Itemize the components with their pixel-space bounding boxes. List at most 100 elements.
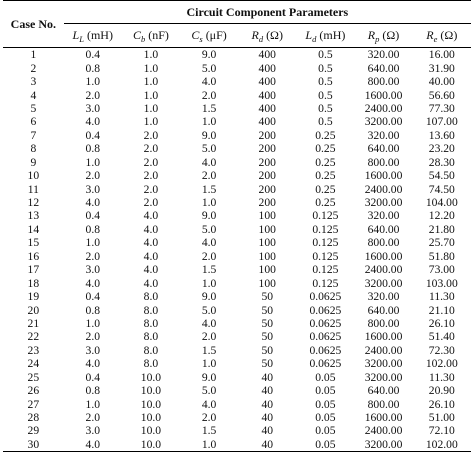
- table-cell: 40: [261, 370, 274, 384]
- table-cell: 9.0: [201, 48, 217, 62]
- table-row: 15 1.0 4.0 4.0 100 0.125 800.00 25.70: [3, 236, 471, 249]
- table-cell: 72.30: [428, 343, 455, 357]
- table-cell: 0.125: [312, 222, 339, 236]
- table-cell: 4.0: [143, 236, 159, 250]
- table-row: 25 0.4 10.0 9.0 40 0.05 3200.00 11.30: [3, 371, 471, 384]
- table-cell: 0.05: [296, 437, 355, 453]
- table-cell: 2400.00: [364, 343, 403, 357]
- table-cell: 100: [258, 249, 276, 263]
- table-cell: 0.0625: [309, 357, 342, 371]
- table-cell: 5.0: [201, 142, 217, 156]
- table-cell: 1.0: [201, 196, 217, 210]
- table-cell: 800.00: [367, 236, 400, 250]
- table-cell: 2.0: [143, 142, 159, 156]
- table-cell: 54.50: [428, 169, 455, 183]
- table-cell: 4.0: [85, 115, 101, 129]
- table-cell: 200: [258, 128, 276, 142]
- table-cell: 4.0: [85, 357, 101, 371]
- table-cell: 1.0: [143, 75, 159, 89]
- table-cell: 103.00: [425, 276, 458, 290]
- table-cell: 1.0: [201, 276, 217, 290]
- table-cell: 4.0: [143, 276, 159, 290]
- table-cell: 3200.00: [364, 370, 403, 384]
- table-cell: 1.0: [143, 115, 159, 129]
- table-row: 27 1.0 10.0 4.0 40 0.05 800.00 26.10: [3, 397, 471, 411]
- table-cell: 3.0: [85, 343, 101, 357]
- table-cell: 0.8: [85, 142, 101, 156]
- table-cell: 0.8: [85, 61, 101, 75]
- table-cell: 200: [258, 142, 276, 156]
- case-number-cell: 28: [27, 411, 40, 425]
- table-cell: 1.0: [201, 357, 217, 371]
- table-cell: 4.0: [143, 209, 159, 223]
- table-cell: 50: [261, 290, 274, 304]
- table-cell: 3.0: [85, 263, 101, 277]
- table-cell: 800.00: [367, 155, 400, 169]
- table-row: 8 0.8 2.0 5.0 200 0.25 640.00 23.20: [3, 142, 471, 155]
- case-number-cell: 21: [27, 316, 40, 330]
- table-cell: 50: [261, 303, 274, 317]
- table-cell: 8.0: [143, 357, 159, 371]
- case-number-header: Case No.: [3, 0, 64, 48]
- table-cell: 4.0: [85, 196, 101, 210]
- table-row: 3 1.0 1.0 4.0 400 0.5 800.00 40.00: [3, 75, 471, 88]
- case-number-cell: 18: [27, 276, 40, 290]
- table-row: 12 4.0 2.0 1.0 200 0.25 3200.00 104.00: [3, 196, 471, 209]
- table-cell: 1600.00: [364, 169, 403, 183]
- table-row: 14 0.8 4.0 5.0 100 0.125 640.00 21.80: [3, 223, 471, 236]
- table-cell: 2.0: [143, 169, 159, 183]
- table-cell: 2.0: [85, 169, 101, 183]
- table-row: 6 4.0 1.0 1.0 400 0.5 3200.00 107.00: [3, 115, 471, 128]
- table-cell: 400: [258, 88, 276, 102]
- table-cell: 23.20: [428, 142, 455, 156]
- table-cell: 2.0: [85, 88, 101, 102]
- case-number-cell: 24: [27, 357, 40, 371]
- table-cell: 0.25: [315, 182, 336, 196]
- table-cell: 0.8: [85, 222, 101, 236]
- table-cell: 0.0625: [309, 330, 342, 344]
- table-cell: 3200.00: [364, 196, 403, 210]
- table-cell: 1.0: [85, 75, 101, 89]
- column-subscript: L: [79, 33, 84, 44]
- group-header: Circuit Component Parameters: [63, 0, 471, 24]
- table-cell: 72.10: [428, 424, 455, 438]
- table-cell: 0.0625: [309, 290, 342, 304]
- table-cell: 1.0: [85, 236, 101, 250]
- table-cell: 2.0: [143, 155, 159, 169]
- column-header: Cs (μF): [180, 23, 239, 48]
- table-cell: 1.0: [143, 48, 159, 62]
- table-cell: 1.0: [85, 397, 101, 411]
- table-cell: 200: [258, 155, 276, 169]
- column-header-row: LL (mH) Cb (nF) Cs (μF) Rd (Ω) Ld (mH) Rp (Ω)…: [3, 23, 471, 48]
- table-cell: 3.0: [85, 101, 101, 115]
- column-header: Rd (Ω): [238, 23, 297, 48]
- table-cell: 320.00: [367, 48, 400, 62]
- table-cell: 2.0: [143, 196, 159, 210]
- table-row: 22 2.0 8.0 2.0 50 0.0625 1600.00 51.40: [3, 330, 471, 343]
- table-cell: 40: [261, 424, 274, 438]
- table-cell: 0.8: [85, 384, 101, 398]
- table-cell: 0.8: [85, 303, 101, 317]
- table-cell: 1.0: [143, 101, 159, 115]
- case-number-cell: 23: [27, 343, 40, 357]
- table-cell: 16.00: [428, 48, 455, 62]
- table-cell: 25.70: [428, 236, 455, 250]
- table-row: 18 4.0 4.0 1.0 100 0.125 3200.00 103.00: [3, 276, 471, 290]
- column-header: LL (mH): [63, 23, 122, 48]
- table-cell: 800.00: [367, 397, 400, 411]
- column-unit: (mH): [319, 27, 346, 42]
- column-subscript: s: [199, 33, 203, 44]
- table-cell: 100: [258, 236, 276, 250]
- table-cell: 2.0: [143, 182, 159, 196]
- table-cell: 50: [261, 357, 274, 371]
- table-cell: 2.0: [143, 128, 159, 142]
- column-header: Cb (nF): [121, 23, 180, 48]
- table-cell: 400: [258, 115, 276, 129]
- table-cell: 0.4: [85, 370, 101, 384]
- table-cell: 40: [261, 411, 274, 425]
- table-cell: 1.5: [201, 424, 217, 438]
- case-number-cell: 19: [27, 290, 40, 304]
- table-cell: 200: [258, 182, 276, 196]
- column-unit: (Ω): [266, 27, 283, 42]
- column-unit: (Ω): [382, 27, 400, 42]
